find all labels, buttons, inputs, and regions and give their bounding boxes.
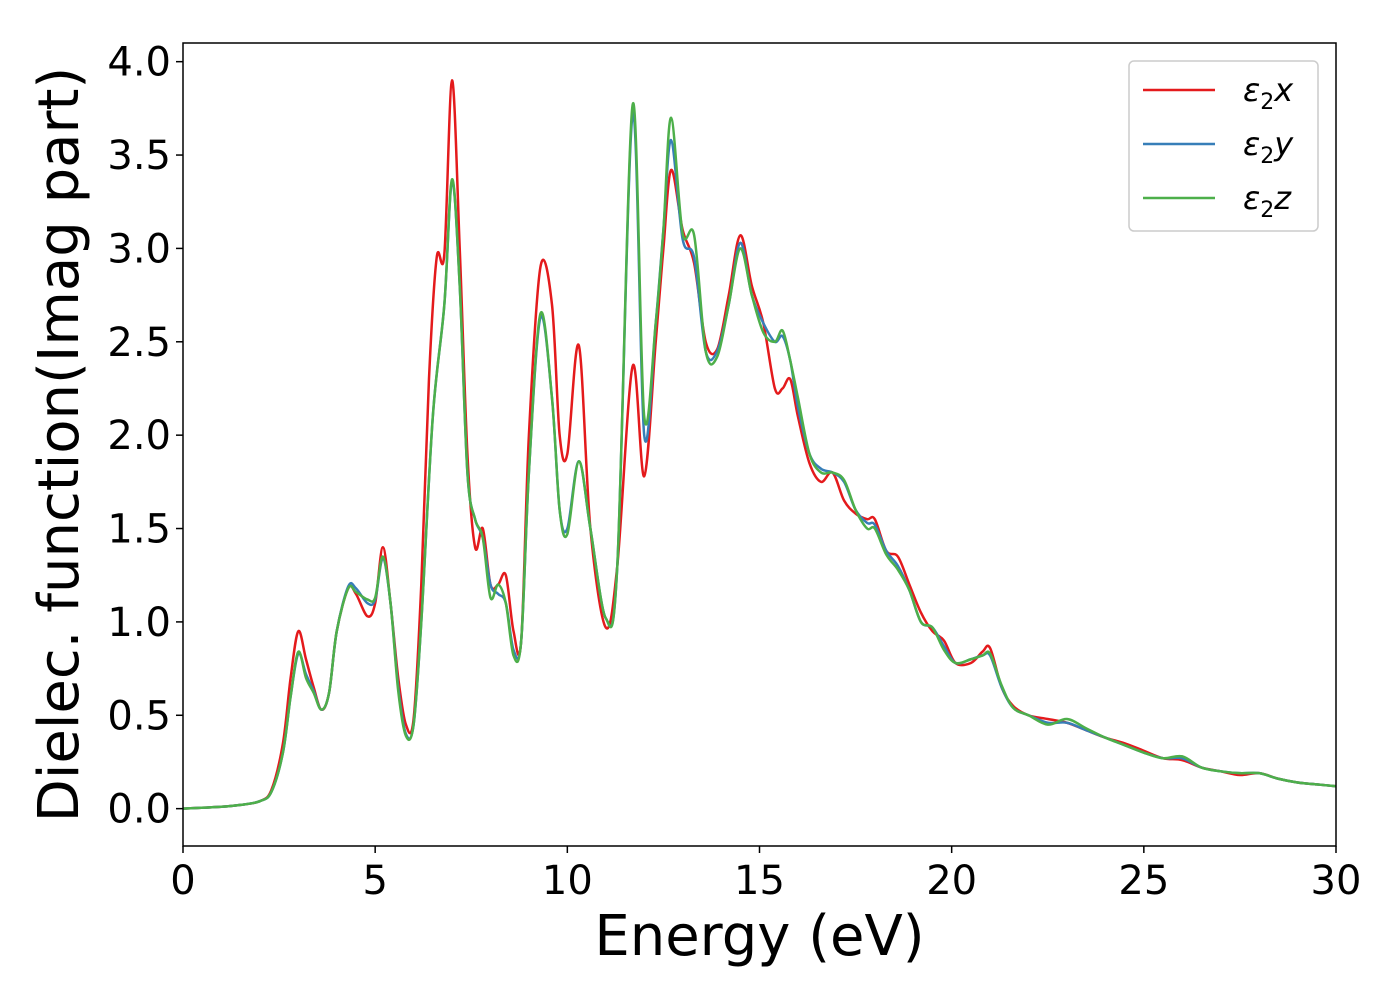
y-tick-label: 1.0 <box>107 600 171 646</box>
x-tick-label: 15 <box>734 858 785 904</box>
legend-item-x: ε2x <box>1143 71 1294 115</box>
legend-label-sub: 2 <box>1260 90 1274 115</box>
legend-label: ε2z <box>1243 179 1292 223</box>
y-tick-label: 4.0 <box>107 40 171 86</box>
y-tick-label: 1.5 <box>107 507 171 553</box>
x-tick-label: 0 <box>170 858 195 904</box>
x-tick-label: 5 <box>362 858 387 904</box>
legend-label-base: ε <box>1243 179 1260 217</box>
series-line-z <box>182 102 1337 810</box>
x-tick-label: 10 <box>542 858 593 904</box>
y-tick-label: 0.0 <box>107 787 171 833</box>
x-tick-label: 30 <box>1311 858 1362 904</box>
x-tick-label: 25 <box>1118 858 1169 904</box>
legend-label-sub: 2 <box>1260 144 1274 169</box>
legend-label: ε2x <box>1243 71 1294 115</box>
y-tick-label: 2.5 <box>107 320 171 366</box>
legend-label-tail: y <box>1273 125 1294 163</box>
y-axis-title: Dielec. function(Imag part) <box>27 67 92 823</box>
series-layer <box>182 79 1337 810</box>
y-tick-label: 2.0 <box>107 413 171 459</box>
legend-box <box>1128 60 1319 232</box>
legend-item-y: ε2y <box>1143 125 1294 169</box>
legend-label: ε2y <box>1243 125 1294 169</box>
x-axis-ticks: 0 5 10 15 20 25 30 <box>170 846 1361 904</box>
legend-label-sub: 2 <box>1260 198 1274 223</box>
x-tick-label: 20 <box>926 858 977 904</box>
y-axis-ticks: 0.0 0.5 1.0 1.5 2.0 2.5 3.0 3.5 4.0 <box>107 40 183 833</box>
legend-label-base: ε <box>1243 125 1260 163</box>
y-tick-label: 3.5 <box>107 133 171 179</box>
x-axis-title: Energy (eV) <box>594 904 924 969</box>
legend-label-tail: z <box>1273 179 1292 217</box>
y-tick-label: 0.5 <box>107 693 171 739</box>
y-tick-label: 3.0 <box>107 226 171 272</box>
legend-label-tail: x <box>1273 71 1294 109</box>
legend-item-z: ε2z <box>1143 179 1292 223</box>
legend-label-base: ε <box>1243 71 1260 109</box>
